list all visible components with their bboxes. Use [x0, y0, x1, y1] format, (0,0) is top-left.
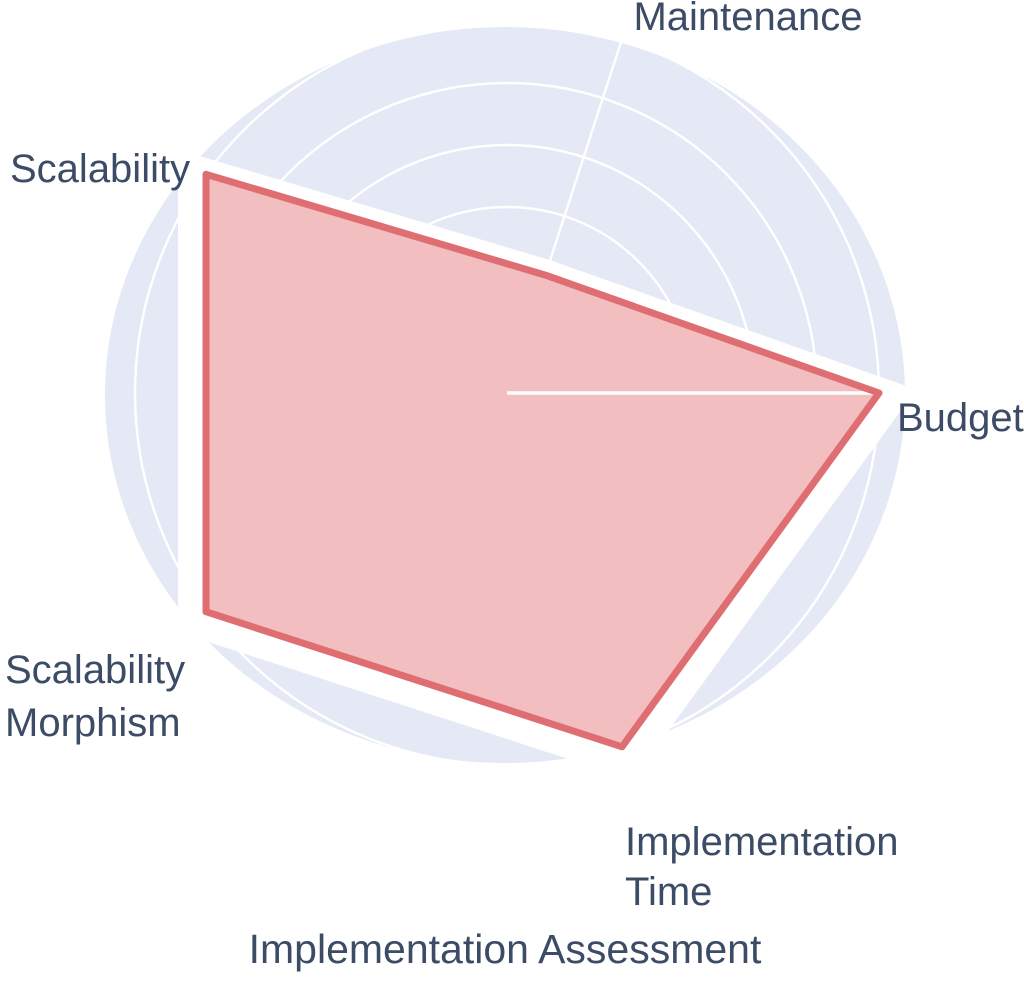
axis-label-line: Maintenance — [633, 0, 863, 39]
axis-label-budget: Budget — [897, 396, 1024, 440]
axis-label-line: Time — [625, 870, 713, 914]
axis-label-line: Morphism — [5, 701, 181, 745]
series-outline — [202, 170, 883, 751]
axis-label-implementation-time: Implementation Time — [625, 817, 898, 917]
axis-label-line: Scalability — [5, 648, 186, 692]
axis-label-maintenance: Maintenance — [598, 0, 898, 39]
series-halo — [178, 152, 912, 779]
axis-label-line: Budget — [897, 396, 1024, 440]
axis-label-line: Implementation — [625, 820, 899, 864]
axis-label-scalability: Scalability — [10, 147, 190, 191]
chart-title: Implementation Assessment — [248, 926, 762, 972]
axis-label-line: Scalability — [10, 147, 191, 191]
series-fill — [206, 174, 879, 747]
axis-label-scalability-morphism: Scalability Morphism — [5, 644, 185, 750]
